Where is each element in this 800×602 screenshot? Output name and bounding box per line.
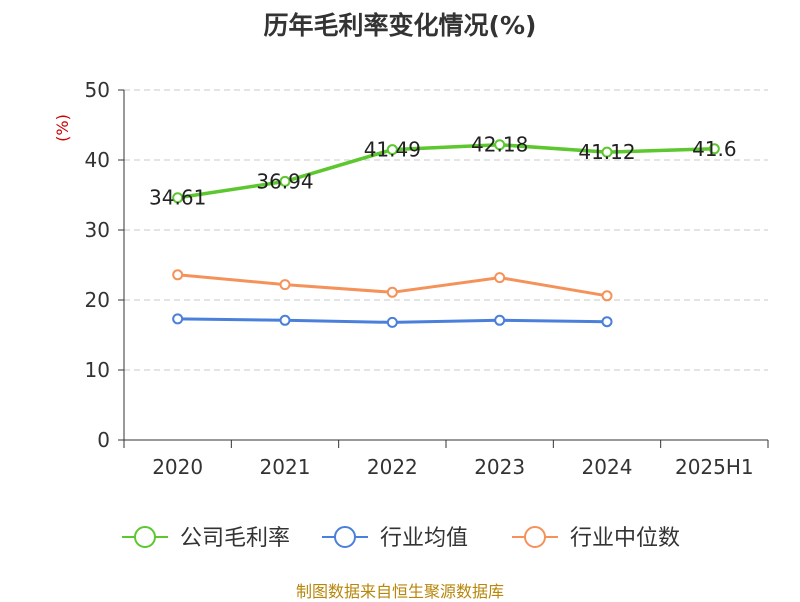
y-tick-label: 50 [85,78,110,102]
series-line [177,142,715,200]
x-tick-label: 2022 [367,455,418,479]
data-label: 41.6 [692,137,737,161]
legend-swatch-marker [134,526,156,548]
y-tick-label: 30 [85,218,110,242]
y-tick-label: 0 [97,428,110,452]
y-axis-unit-label: (%) [53,114,72,142]
data-point [172,269,184,281]
data-label: 41.49 [364,138,421,162]
data-label: 42.18 [471,133,528,157]
x-tick-label: 2020 [152,455,203,479]
data-point [601,146,613,158]
legend-label: 行业均值 [380,526,468,551]
data-point [601,290,613,302]
data-point [386,316,398,328]
chart-title: 历年毛利率变化情况(%) [263,11,537,40]
data-point [494,272,506,284]
axes: 0 10 20 30 40 50 2020 2021 2022 2023 2024 2025H1 [85,78,769,479]
data-point [386,286,398,298]
data-point [708,143,720,155]
source-footer: 制图数据来自恒生聚源数据库 [295,582,504,601]
data-point [386,144,398,156]
legend-label: 公司毛利率 [180,526,290,551]
data-point [601,316,613,328]
data-labels: 34.61 36.94 41.49 42.18 41.12 41.6 [149,133,737,210]
legend: 公司毛利率 行业均值 行业中位数 [122,526,680,551]
data-point [279,314,291,326]
data-label: 34.61 [149,186,206,210]
y-tick-label: 40 [85,148,110,172]
data-label: 36.94 [256,169,313,193]
x-tick-label: 2024 [582,455,633,479]
x-tick-label: 2021 [260,455,311,479]
data-point [494,139,506,151]
data-point [172,313,184,325]
data-point [494,314,506,326]
x-tick-label: 2023 [474,455,525,479]
data-point [279,175,291,187]
legend-label: 行业中位数 [570,526,680,551]
y-tick-label: 20 [85,288,110,312]
data-label: 41.12 [578,140,635,164]
data-point [172,192,184,204]
x-tick-label: 2025H1 [675,455,754,479]
grid-lines [124,89,768,371]
data-point [279,279,291,291]
y-tick-label: 10 [85,358,110,382]
legend-swatch-marker [524,526,546,548]
data-points [172,139,720,328]
legend-swatch-marker [334,526,356,548]
